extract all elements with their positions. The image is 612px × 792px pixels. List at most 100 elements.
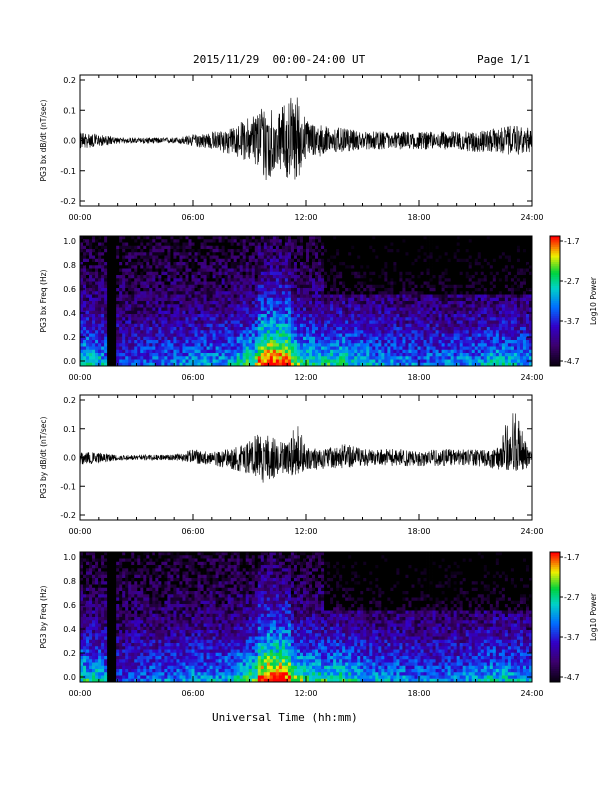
heatmap-cell [278, 249, 283, 253]
heatmap-cell [390, 297, 394, 302]
heatmap-cell [254, 284, 259, 289]
heatmap-cell [330, 268, 334, 273]
heatmap-cell [236, 327, 241, 331]
heatmap-cell [248, 359, 253, 364]
heatmap-cell [266, 262, 271, 266]
heatmap-cell [372, 330, 376, 334]
heatmap-cell [366, 268, 370, 273]
heatmap-cell [239, 327, 244, 331]
heatmap-cell [239, 284, 244, 289]
heatmap-cell [333, 258, 337, 263]
heatmap-cell [372, 359, 376, 364]
heatmap-cell [324, 255, 328, 260]
heatmap-cell [218, 294, 223, 299]
heatmap-cell [441, 327, 446, 331]
heatmap-cell [158, 362, 162, 367]
heatmap-cell [110, 294, 114, 299]
heatmap-cell [330, 288, 334, 292]
heatmap-cell [212, 284, 216, 289]
heatmap-cell [119, 297, 123, 302]
heatmap-cell [275, 343, 280, 347]
heatmap-cell [146, 265, 150, 269]
heatmap-cell [363, 284, 367, 289]
heatmap-cell [306, 317, 310, 321]
heatmap-cell [333, 346, 337, 351]
heatmap-cell [290, 362, 295, 367]
heatmap-cell [98, 330, 102, 334]
heatmap-cell [179, 245, 183, 250]
heatmap-cell [324, 330, 328, 334]
heatmap-cell [302, 239, 307, 243]
heatmap-cell [203, 353, 207, 357]
heatmap-cell [110, 346, 114, 351]
heatmap-cell [242, 353, 247, 357]
heatmap-cell [206, 330, 210, 334]
heatmap-cell [272, 346, 277, 351]
heatmap-cell [354, 362, 358, 367]
heatmap-cell [396, 336, 400, 341]
heatmap-cell [212, 252, 216, 256]
heatmap-cell [116, 304, 120, 308]
heatmap-cell [378, 323, 382, 328]
heatmap-cell [101, 249, 105, 253]
heatmap-cell [179, 258, 183, 263]
heatmap-cell [290, 336, 295, 341]
heatmap-cell [242, 284, 247, 289]
heatmap-cell [119, 356, 123, 360]
heatmap-cell [281, 343, 286, 347]
heatmap-cell [408, 317, 412, 321]
heatmap-cell [366, 288, 370, 292]
heatmap-cell [423, 320, 427, 325]
heatmap-cell [357, 310, 361, 315]
heatmap-cell [284, 255, 289, 260]
heatmap-cell [381, 356, 385, 360]
heatmap-cell [260, 265, 265, 269]
heatmap-cell [333, 304, 337, 308]
heatmap-cell [306, 310, 310, 315]
heatmap-cell [411, 327, 415, 331]
heatmap-cell [330, 327, 334, 331]
heatmap-cell [399, 346, 403, 351]
heatmap-cell [354, 268, 358, 273]
heatmap-cell [116, 278, 120, 282]
heatmap-cell [182, 242, 186, 247]
heatmap-cell [417, 268, 421, 273]
heatmap-cell [263, 271, 268, 276]
heatmap-cell [104, 362, 108, 367]
heatmap-cell [426, 304, 430, 308]
heatmap-cell [312, 239, 316, 243]
heatmap-cell [372, 278, 376, 282]
heatmap-cell [113, 336, 117, 341]
heatmap-cell [215, 278, 220, 282]
heatmap-cell [354, 346, 358, 351]
heatmap-cell [315, 333, 319, 338]
heatmap-cell [185, 310, 189, 315]
heatmap-cell [245, 249, 250, 253]
heatmap-cell [381, 362, 385, 367]
heatmap-cell [378, 336, 382, 341]
heatmap-cell [345, 304, 349, 308]
heatmap-cell [224, 349, 229, 354]
heatmap-cell [432, 275, 436, 279]
heatmap-cell [194, 307, 198, 312]
heatmap-cell [140, 271, 144, 276]
heatmap-cell [116, 359, 120, 364]
heatmap-cell [333, 291, 337, 295]
heatmap-cell [179, 307, 183, 312]
heatmap-cell [360, 268, 364, 273]
heatmap-cell [134, 265, 138, 269]
heatmap-cell [218, 327, 223, 331]
heatmap-cell [101, 271, 105, 276]
heatmap-cell [327, 294, 331, 299]
heatmap-cell [411, 314, 415, 318]
heatmap-cell [402, 278, 406, 282]
heatmap-cell [408, 291, 412, 295]
heatmap-cell [125, 330, 129, 334]
heatmap-cell [143, 236, 147, 240]
heatmap-cell [399, 265, 403, 269]
heatmap-cell [441, 294, 446, 299]
heatmap-cell [354, 249, 358, 253]
heatmap-cell [107, 340, 111, 344]
heatmap-cell [363, 320, 367, 325]
